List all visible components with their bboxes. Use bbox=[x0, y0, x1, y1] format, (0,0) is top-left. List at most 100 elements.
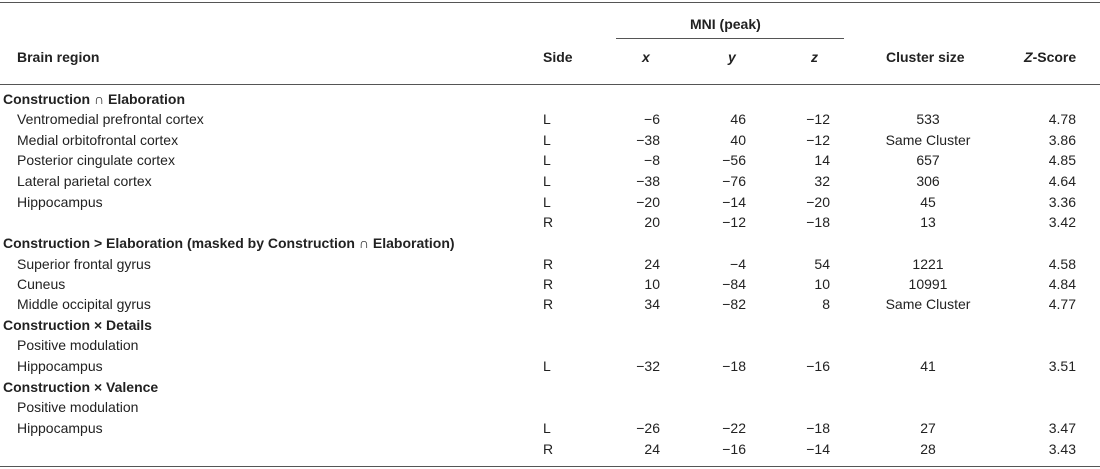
z-cell: 32 bbox=[814, 173, 830, 189]
cluster-size-cell: 1221 bbox=[912, 256, 944, 272]
x-cell: −20 bbox=[636, 194, 660, 210]
brain-region-cell: Medial orbitofrontal cortex bbox=[17, 132, 179, 148]
side-cell: L bbox=[543, 173, 551, 189]
y-cell: 46 bbox=[730, 111, 746, 127]
z-cell: −12 bbox=[806, 132, 830, 148]
x-cell: −32 bbox=[636, 358, 660, 374]
brain-region-cell: Hippocampus bbox=[17, 194, 103, 210]
y-cell: 40 bbox=[730, 132, 746, 148]
header-brain-region: Brain region bbox=[17, 49, 100, 65]
side-cell: R bbox=[543, 214, 554, 230]
header-y: y bbox=[728, 49, 736, 65]
x-cell: 34 bbox=[644, 296, 660, 312]
table-row: R 24 −16 −14 28 3.43 bbox=[0, 439, 1100, 459]
y-cell: −76 bbox=[722, 173, 746, 189]
z-cell: −12 bbox=[806, 111, 830, 127]
section-title: Construction ∩ Elaboration bbox=[3, 91, 185, 107]
table-row: Hippocampus L −20 −14 −20 45 3.36 bbox=[0, 192, 1100, 212]
side-cell: L bbox=[543, 420, 551, 436]
table-top-rule bbox=[0, 2, 1100, 3]
z-cell: 10 bbox=[814, 276, 830, 292]
table-row: Lateral parietal cortex L −38 −76 32 306… bbox=[0, 171, 1100, 191]
y-cell: −22 bbox=[722, 420, 746, 436]
cluster-size-cell: 27 bbox=[920, 420, 936, 436]
z-score-cell: 4.77 bbox=[1048, 296, 1076, 312]
side-cell: R bbox=[543, 441, 554, 457]
z-score-cell: 3.43 bbox=[1048, 441, 1076, 457]
z-score-cell: 3.47 bbox=[1048, 420, 1076, 436]
z-cell: −20 bbox=[806, 194, 830, 210]
cluster-size-cell: 657 bbox=[916, 152, 940, 168]
header-bottom-rule bbox=[0, 84, 1100, 85]
section-title-row: Construction > Elaboration (masked by Co… bbox=[0, 233, 1100, 253]
y-cell: −14 bbox=[722, 194, 746, 210]
z-cell: 54 bbox=[814, 256, 830, 272]
z-cell: 8 bbox=[822, 296, 830, 312]
y-cell: −56 bbox=[722, 152, 746, 168]
cluster-size-cell: Same Cluster bbox=[885, 296, 971, 312]
table-row: Middle occipital gyrus R 34 −82 8 Same C… bbox=[0, 294, 1100, 314]
cluster-size-cell: 10991 bbox=[908, 276, 948, 292]
x-cell: 10 bbox=[644, 276, 660, 292]
x-cell: 20 bbox=[644, 214, 660, 230]
side-cell: L bbox=[543, 111, 551, 127]
cluster-size-cell: 13 bbox=[920, 214, 936, 230]
table-row: Hippocampus L −32 −18 −16 41 3.51 bbox=[0, 356, 1100, 376]
y-cell: −82 bbox=[722, 296, 746, 312]
subsection-title: Positive modulation bbox=[17, 337, 139, 353]
side-cell: L bbox=[543, 194, 551, 210]
brain-region-cell: Ventromedial prefrontal cortex bbox=[17, 111, 204, 127]
z-score-cell: 3.42 bbox=[1048, 214, 1076, 230]
header-z-score: Z-Score bbox=[1024, 49, 1076, 65]
z-cell: −18 bbox=[806, 214, 830, 230]
table-row: Superior frontal gyrus R 24 −4 54 1221 4… bbox=[0, 254, 1100, 274]
side-cell: R bbox=[543, 296, 554, 312]
cluster-size-cell: 306 bbox=[916, 173, 940, 189]
x-cell: −6 bbox=[644, 111, 660, 127]
subsection-row: Positive modulation bbox=[0, 397, 1100, 417]
z-cell: −14 bbox=[806, 441, 830, 457]
z-cell: 14 bbox=[814, 152, 830, 168]
y-cell: −16 bbox=[722, 441, 746, 457]
table-bottom-rule bbox=[0, 466, 1100, 467]
cluster-size-cell: 45 bbox=[920, 194, 936, 210]
x-cell: −38 bbox=[636, 132, 660, 148]
y-cell: −18 bbox=[722, 358, 746, 374]
table-row: Medial orbitofrontal cortex L −38 40 −12… bbox=[0, 130, 1100, 150]
table-row: R 20 −12 −18 13 3.42 bbox=[0, 212, 1100, 232]
section-title: Construction × Details bbox=[3, 317, 152, 333]
cluster-size-cell: Same Cluster bbox=[885, 132, 971, 148]
y-cell: −84 bbox=[722, 276, 746, 292]
x-cell: −8 bbox=[644, 152, 660, 168]
table-row: Hippocampus L −26 −22 −18 27 3.47 bbox=[0, 418, 1100, 438]
table-row: Posterior cingulate cortex L −8 −56 14 6… bbox=[0, 150, 1100, 170]
z-score-cell: 4.85 bbox=[1048, 152, 1076, 168]
z-cell: −16 bbox=[806, 358, 830, 374]
cluster-size-cell: 28 bbox=[920, 441, 936, 457]
section-title-row: Construction × Details bbox=[0, 315, 1100, 335]
x-cell: 24 bbox=[644, 441, 660, 457]
z-score-cell: 4.78 bbox=[1048, 111, 1076, 127]
header-z-score-rest: -Score bbox=[1032, 49, 1077, 65]
brain-region-cell: Cuneus bbox=[17, 276, 66, 292]
z-score-cell: 3.51 bbox=[1048, 358, 1076, 374]
z-score-cell: 4.84 bbox=[1048, 276, 1076, 292]
brain-region-cell: Hippocampus bbox=[17, 358, 103, 374]
z-cell: −18 bbox=[806, 420, 830, 436]
y-cell: −4 bbox=[730, 256, 746, 272]
section-title-row: Construction × Valence bbox=[0, 377, 1100, 397]
header-cluster-size: Cluster size bbox=[886, 49, 965, 65]
section-title: Construction > Elaboration (masked by Co… bbox=[3, 235, 455, 251]
x-cell: −38 bbox=[636, 173, 660, 189]
x-cell: 24 bbox=[644, 256, 660, 272]
brain-region-cell: Posterior cingulate cortex bbox=[17, 152, 175, 168]
x-cell: −26 bbox=[636, 420, 660, 436]
z-score-cell: 4.64 bbox=[1048, 173, 1076, 189]
side-cell: R bbox=[543, 276, 554, 292]
side-cell: L bbox=[543, 152, 551, 168]
table-row: Ventromedial prefrontal cortex L −6 46 −… bbox=[0, 109, 1100, 129]
table-row: Cuneus R 10 −84 10 10991 4.84 bbox=[0, 274, 1100, 294]
header-mni-group: MNI (peak) bbox=[690, 16, 761, 32]
brain-region-cell: Lateral parietal cortex bbox=[17, 173, 152, 189]
cluster-size-cell: 41 bbox=[920, 358, 936, 374]
